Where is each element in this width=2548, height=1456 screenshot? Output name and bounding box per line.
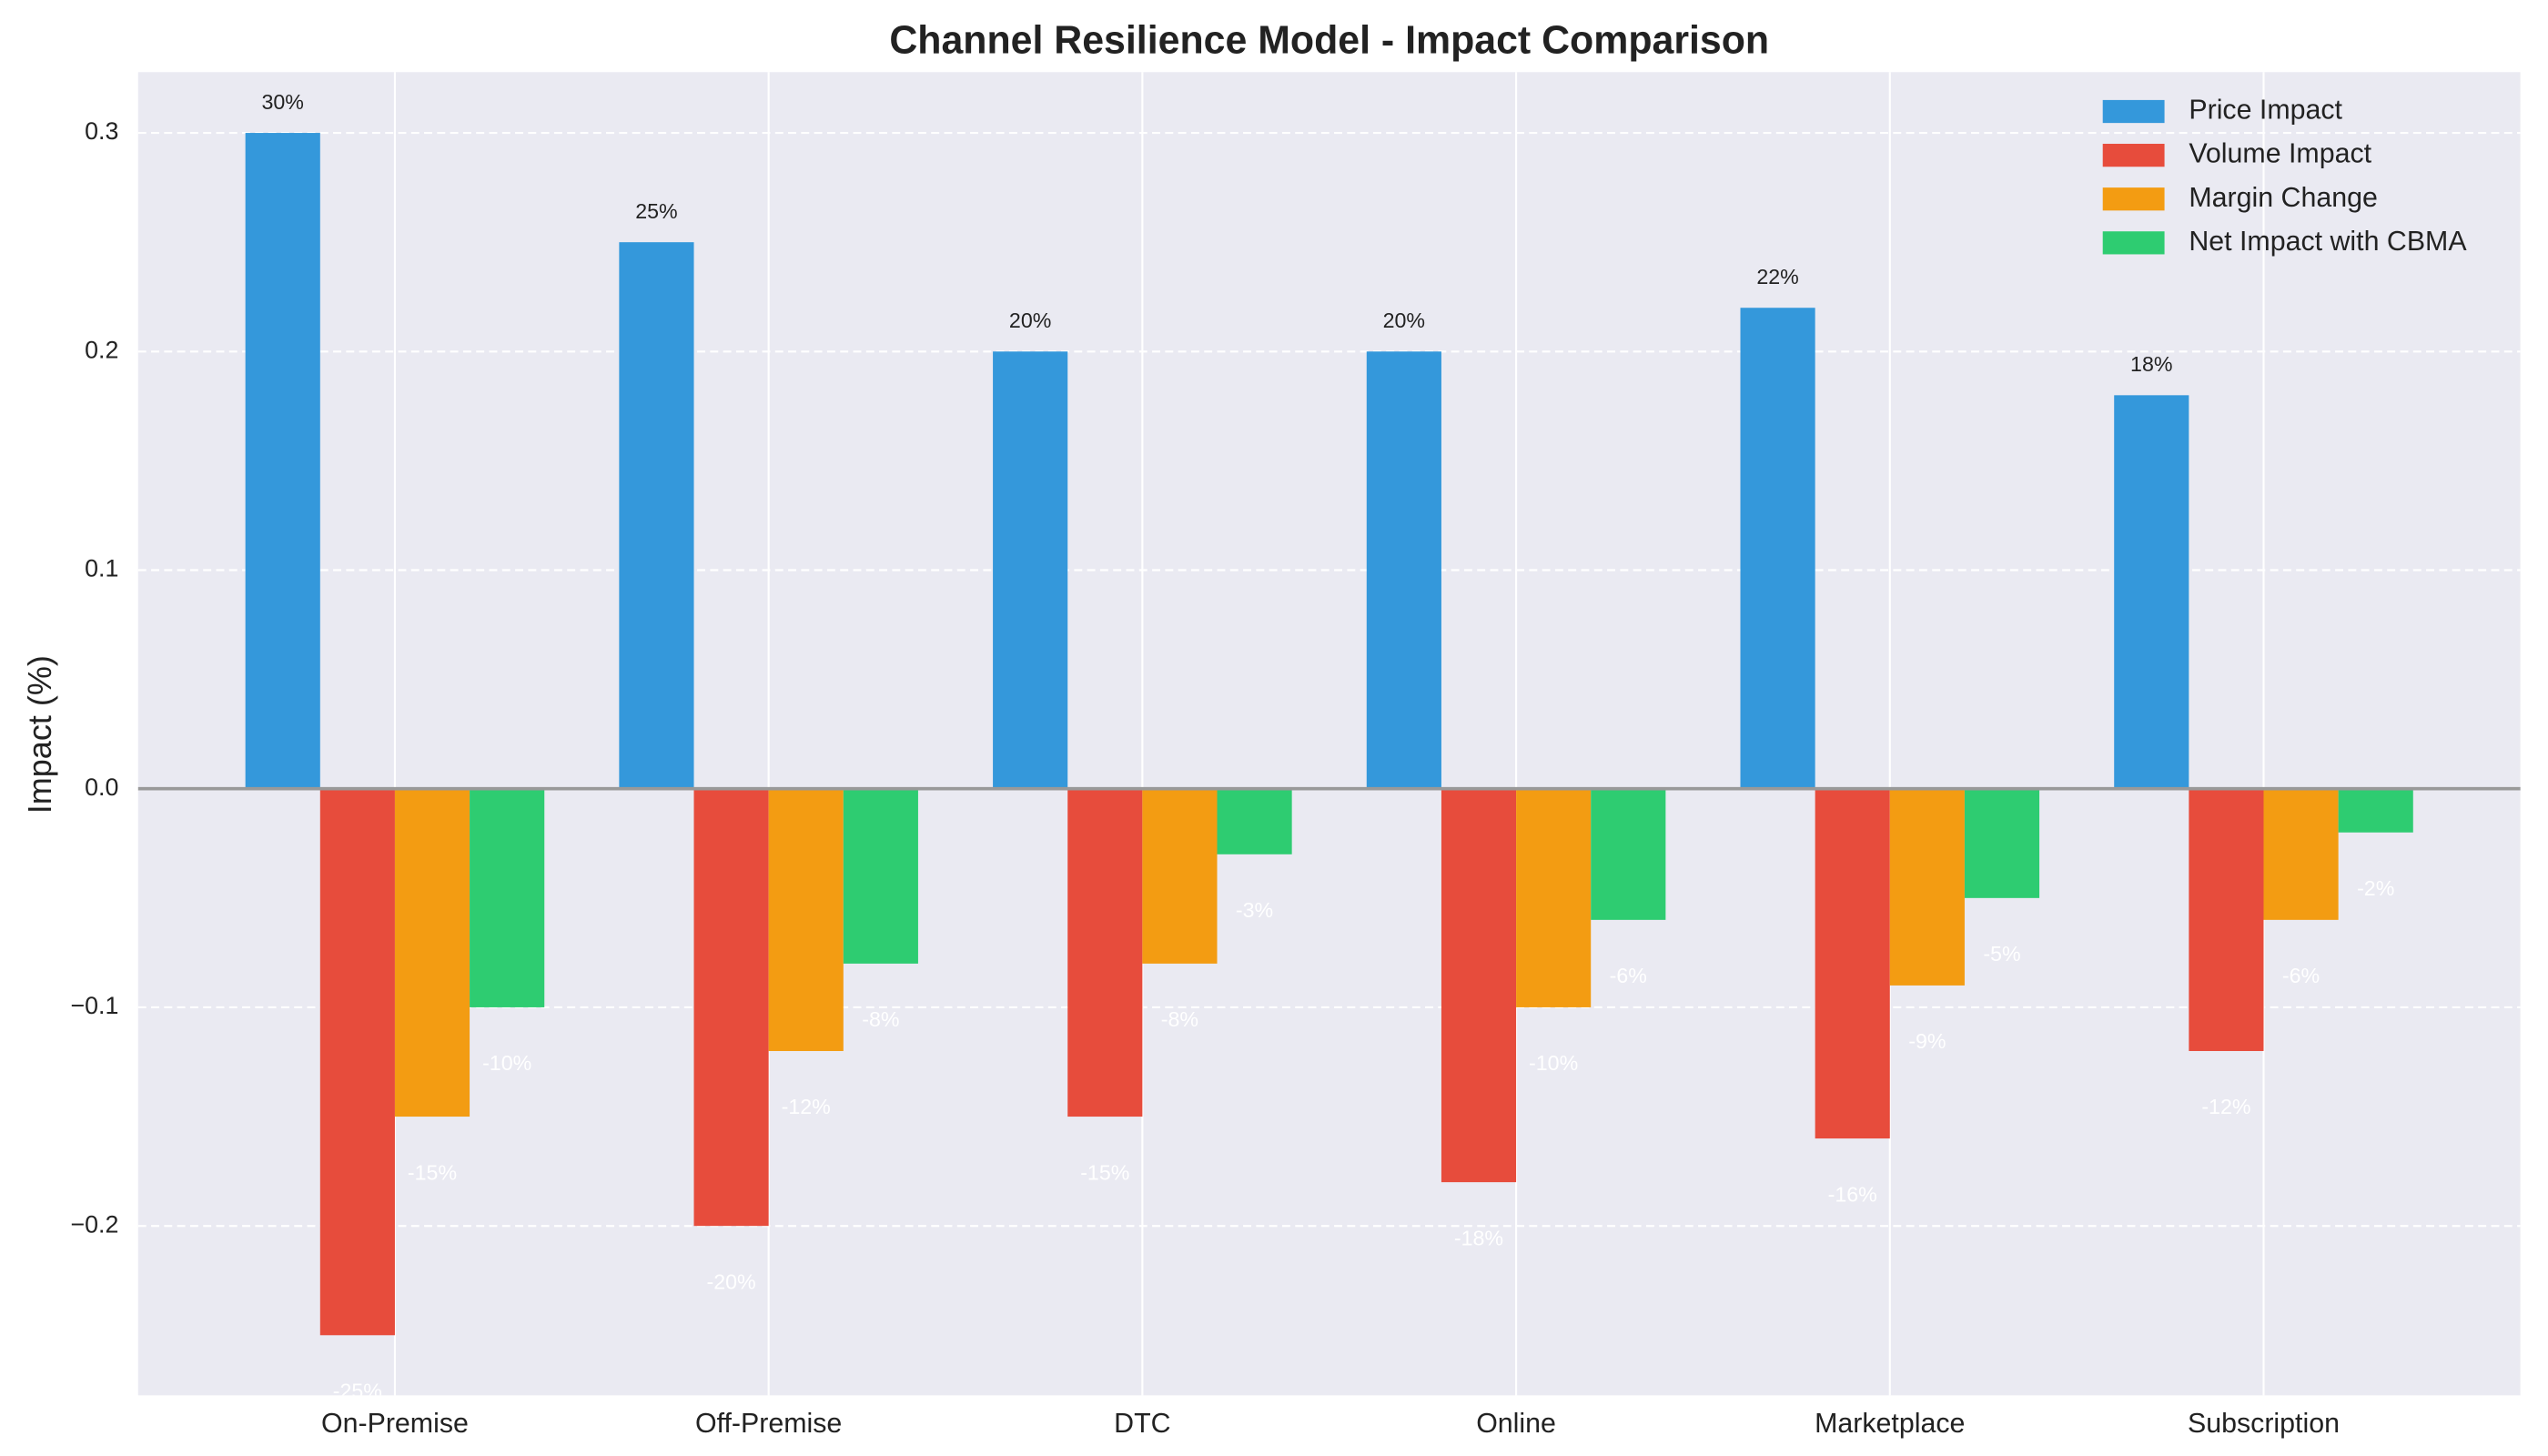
value-label: 22% [1756,265,1798,288]
bar [2189,788,2264,1051]
bar [245,133,320,789]
legend-swatch [2102,187,2165,211]
value-label: -6% [2282,964,2320,987]
bar [1740,308,1815,789]
legend-swatch [2102,144,2165,167]
value-label: -9% [1908,1029,1946,1053]
legend-label: Volume Impact [2189,138,2371,169]
value-label: -16% [1828,1182,1877,1206]
legend-swatch [2102,231,2165,255]
value-label: -2% [2357,876,2394,900]
value-label: -12% [2201,1095,2250,1118]
value-label: -8% [862,1007,899,1031]
bar [993,351,1068,789]
bar [394,788,470,1117]
bar [768,788,844,1051]
value-label: -10% [1529,1051,1578,1075]
bar [2114,395,2189,789]
value-label: -20% [707,1269,756,1293]
y-tick-label: 0.3 [85,117,118,145]
bar [470,788,545,1007]
legend-label: Price Impact [2189,94,2342,125]
bar [319,788,395,1336]
value-label: -25% [333,1379,382,1402]
x-tick-label: On-Premise [321,1408,469,1439]
bar [1889,788,1965,986]
bar [1516,788,1592,1007]
bar [1964,788,2040,898]
x-tick-label: Online [1476,1408,1556,1439]
y-tick-label: −0.1 [71,992,119,1019]
y-tick-label: 0.0 [85,774,118,801]
bars: 30% 25% 20% 20% 22% 18% -25% -20% -15% -18% -16% -1… [245,90,2413,1402]
value-label: 25% [635,199,677,223]
value-label: 20% [1383,308,1425,332]
y-tick-label: 0.1 [85,555,118,582]
x-tick-label: Off-Premise [695,1408,842,1439]
y-tick-label: −0.2 [71,1210,119,1238]
bar [1815,788,1890,1139]
value-label: -12% [782,1095,831,1118]
bar [1591,788,1666,920]
y-axis-label: Impact (%) [22,655,58,814]
bar [693,788,769,1227]
value-label: -5% [1983,942,2020,966]
bar [1366,351,1441,789]
value-label: -10% [482,1051,531,1075]
value-label: 30% [262,90,304,114]
legend-label: Margin Change [2189,182,2378,213]
value-label: -15% [1080,1160,1129,1184]
value-label: -3% [1236,898,1273,922]
value-label: -18% [1454,1226,1503,1249]
bar [1142,788,1218,964]
bar [619,242,694,789]
bar [1441,788,1517,1183]
value-label: -15% [408,1160,457,1184]
value-label: 18% [2130,352,2172,376]
x-tick-label: Marketplace [1815,1408,1965,1439]
x-tick-label: DTC [1114,1408,1170,1439]
legend: Price Impact Volume Impact Margin Change Ne… [2102,94,2467,257]
value-label: 20% [1009,308,1051,332]
x-tick-label: Subscription [2188,1408,2340,1439]
bar [843,788,918,964]
value-label: -8% [1161,1007,1198,1031]
legend-label: Net Impact with CBMA [2189,226,2467,257]
bar [1217,788,1292,854]
y-tick-label: 0.2 [85,336,118,363]
bar [2338,788,2413,833]
chart-title: Channel Resilience Model - Impact Compar… [889,18,1769,62]
value-label: -6% [1610,964,1647,987]
bar [2263,788,2339,920]
legend-swatch [2102,99,2165,124]
bar [1067,788,1143,1117]
